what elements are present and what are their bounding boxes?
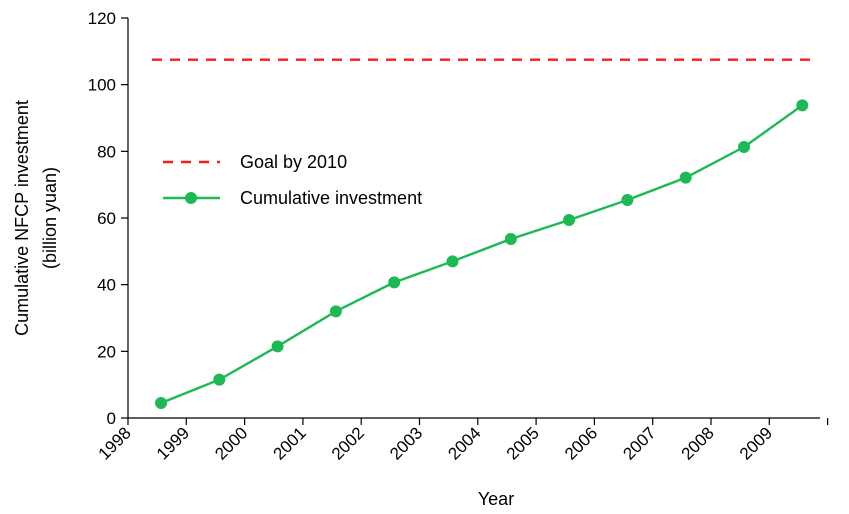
y-ticks: 0 20 40 60 80 100 120 [88,9,128,428]
x-tick-label: 2004 [444,423,484,463]
x-tick-label: 2000 [211,423,251,463]
x-tick-label: 2001 [270,423,310,463]
data-point [621,194,634,206]
cumulative-investment-markers [155,99,809,409]
data-point [504,233,517,245]
y-tick-label: 100 [88,76,116,95]
data-point [155,397,167,409]
legend-cumulative-marker [185,192,197,204]
x-tick-label: 2002 [328,423,368,463]
cumulative-investment-line [160,104,803,405]
axes [127,18,820,419]
x-tick-label: 2007 [619,423,659,463]
data-point [796,99,809,112]
legend-goal-label: Goal by 2010 [240,152,347,172]
y-tick-label: 40 [97,276,116,295]
y-tick-label: 80 [97,142,116,161]
data-point [329,305,342,318]
data-point [213,373,226,386]
data-point [446,255,459,268]
data-point [679,171,692,184]
y-tick-label: 20 [97,342,116,361]
y-tick-label: 0 [107,409,116,428]
x-tick-label: 2003 [386,423,426,463]
x-tick-label: 2009 [736,423,776,463]
y-tick-label: 120 [88,9,116,28]
y-axis-title-line2: (billion yuan) [40,167,60,269]
y-axis-title-line1: Cumulative NFCP investment [12,100,32,336]
x-axis-title: Year [478,489,514,509]
x-tick-label: 2005 [503,423,543,463]
legend: Goal by 2010 Cumulative investment [163,152,422,208]
legend-cumulative-label: Cumulative investment [240,188,422,208]
data-point [738,141,750,153]
x-tick-label: 1999 [153,423,193,463]
x-tick-label: 2006 [561,423,601,463]
x-ticks: 1998 1999 2000 2001 2002 2003 2004 2005 2006 2007… [95,418,829,464]
x-tick-label: 1998 [95,423,135,463]
y-tick-label: 60 [97,209,116,228]
data-point [563,214,576,226]
data-point [271,340,284,353]
data-point [388,276,401,289]
x-tick-label: 2008 [678,423,718,463]
